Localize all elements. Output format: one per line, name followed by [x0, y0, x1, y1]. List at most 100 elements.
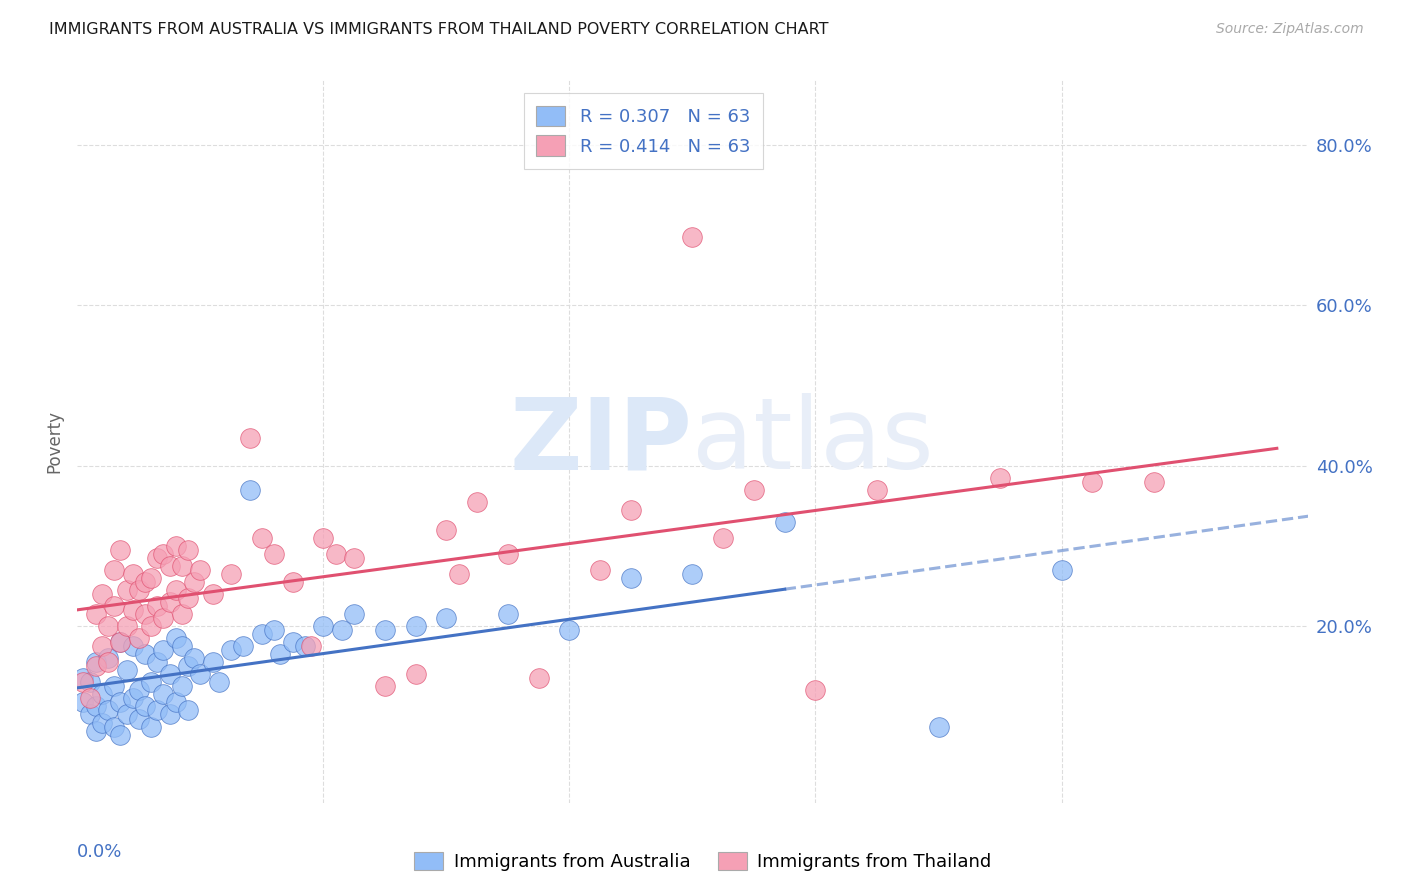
Point	[84, 659, 107, 673]
Point	[928, 719, 950, 733]
Point	[232, 639, 254, 653]
Point	[159, 595, 181, 609]
Point	[281, 635, 304, 649]
Point	[110, 696, 132, 710]
Point	[103, 719, 125, 733]
Point	[330, 623, 353, 637]
Point	[79, 691, 101, 706]
Point	[121, 639, 143, 653]
Point	[988, 470, 1011, 484]
Point	[742, 483, 765, 497]
Point	[141, 571, 163, 585]
Point	[165, 539, 187, 553]
Point	[103, 563, 125, 577]
Point	[620, 571, 643, 585]
Point	[447, 567, 470, 582]
Point	[177, 703, 200, 717]
Point	[72, 675, 94, 690]
Point	[159, 558, 181, 573]
Point	[141, 619, 163, 633]
Point	[165, 696, 187, 710]
Point	[773, 515, 796, 529]
Point	[343, 607, 366, 621]
Point	[558, 623, 581, 637]
Point	[72, 696, 94, 710]
Point	[152, 611, 174, 625]
Text: atlas: atlas	[693, 393, 934, 490]
Point	[146, 599, 169, 614]
Point	[436, 611, 458, 625]
Point	[110, 728, 132, 742]
Point	[250, 531, 273, 545]
Y-axis label: Poverty: Poverty	[45, 410, 63, 473]
Point	[146, 551, 169, 566]
Point	[128, 712, 150, 726]
Point	[682, 229, 704, 244]
Point	[84, 607, 107, 621]
Legend: Immigrants from Australia, Immigrants from Thailand: Immigrants from Australia, Immigrants fr…	[408, 845, 998, 879]
Point	[170, 680, 193, 694]
Point	[325, 547, 347, 561]
Text: Source: ZipAtlas.com: Source: ZipAtlas.com	[1216, 22, 1364, 37]
Point	[299, 639, 322, 653]
Point	[90, 687, 114, 701]
Point	[90, 715, 114, 730]
Point	[263, 547, 285, 561]
Point	[239, 483, 262, 497]
Point	[866, 483, 889, 497]
Point	[165, 583, 187, 598]
Point	[711, 531, 734, 545]
Point	[152, 643, 174, 657]
Point	[496, 547, 519, 561]
Point	[110, 542, 132, 557]
Point	[177, 542, 200, 557]
Point	[1050, 563, 1073, 577]
Point	[134, 699, 156, 714]
Point	[188, 667, 212, 681]
Point	[115, 707, 138, 722]
Point	[152, 547, 174, 561]
Point	[201, 587, 224, 601]
Point	[250, 627, 273, 641]
Point	[239, 430, 262, 444]
Point	[146, 703, 169, 717]
Point	[201, 655, 224, 669]
Point	[589, 563, 612, 577]
Point	[79, 675, 101, 690]
Point	[134, 607, 156, 621]
Text: IMMIGRANTS FROM AUSTRALIA VS IMMIGRANTS FROM THAILAND POVERTY CORRELATION CHART: IMMIGRANTS FROM AUSTRALIA VS IMMIGRANTS …	[49, 22, 828, 37]
Point	[804, 683, 827, 698]
Point	[159, 707, 181, 722]
Point	[97, 619, 120, 633]
Point	[219, 567, 242, 582]
Point	[312, 619, 335, 633]
Point	[219, 643, 242, 657]
Point	[170, 607, 193, 621]
Point	[405, 619, 427, 633]
Point	[97, 651, 120, 665]
Point	[141, 675, 163, 690]
Point	[141, 719, 163, 733]
Point	[115, 619, 138, 633]
Text: ZIP: ZIP	[509, 393, 693, 490]
Point	[183, 651, 205, 665]
Point	[170, 558, 193, 573]
Point	[121, 603, 143, 617]
Point	[343, 551, 366, 566]
Point	[465, 494, 488, 508]
Point	[436, 523, 458, 537]
Point	[146, 655, 169, 669]
Point	[170, 639, 193, 653]
Point	[121, 567, 143, 582]
Point	[177, 591, 200, 606]
Point	[620, 502, 643, 516]
Point	[405, 667, 427, 681]
Point	[312, 531, 335, 545]
Point	[269, 648, 291, 662]
Point	[103, 599, 125, 614]
Point	[134, 574, 156, 589]
Point	[128, 583, 150, 598]
Point	[97, 655, 120, 669]
Point	[128, 683, 150, 698]
Point	[90, 639, 114, 653]
